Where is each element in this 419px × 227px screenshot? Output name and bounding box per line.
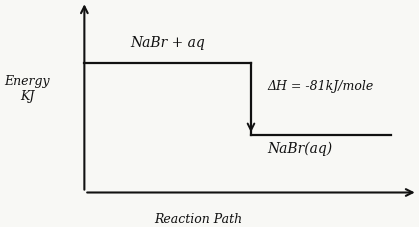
Text: NaBr(aq): NaBr(aq) [267, 141, 332, 156]
Text: ΔH = -81kJ/mole: ΔH = -81kJ/mole [267, 80, 373, 93]
Text: NaBr + aq: NaBr + aq [130, 36, 205, 50]
Text: Reaction Path: Reaction Path [154, 213, 242, 226]
Text: Energy
KJ: Energy KJ [5, 75, 50, 103]
